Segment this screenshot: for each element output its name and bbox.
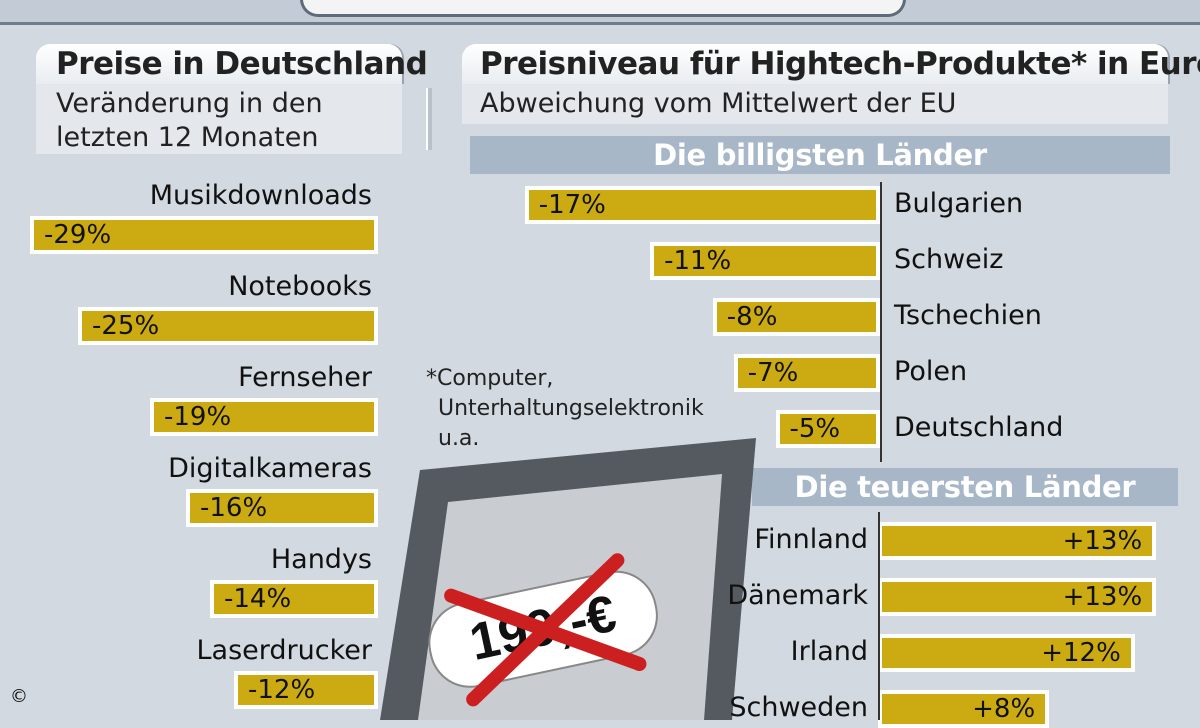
priciest-country-label: Dänemark: [727, 580, 868, 611]
footnote-line-2: Unterhaltungselektronik: [438, 396, 704, 421]
cheapest-country-label: Bulgarien: [894, 188, 1024, 219]
germany-category-label: Notebooks: [228, 271, 372, 302]
right-panel-subtitle: Abweichung vom Mittelwert der EU: [480, 88, 957, 119]
priciest-country-label: Schweden: [729, 692, 868, 723]
cheapest-country-label: Tschechien: [894, 300, 1042, 331]
footnote: *Computer, Unterhaltungselektronik u.a.: [426, 364, 704, 454]
top-banner: [0, 0, 1200, 25]
priciest-bar: +13%: [878, 578, 1157, 616]
price-tag: 199,-€: [428, 553, 658, 707]
copyright-mark: ©: [10, 686, 28, 707]
right-panel-title: Preisniveau für Hightech-Produkte* in Eu…: [480, 46, 1200, 82]
right-panel-header: [462, 44, 1168, 84]
priciest-axis: [878, 512, 880, 720]
germany-category-label: Fernseher: [238, 362, 372, 393]
left-panel-header: [36, 44, 402, 84]
priciest-countries-heading: Die teuersten Länder: [752, 468, 1178, 506]
cheapest-axis: [880, 182, 882, 462]
priciest-country-label: Finnland: [754, 524, 868, 555]
priciest-country-label: Irland: [790, 636, 868, 667]
germany-category-label: Musikdownloads: [149, 180, 372, 211]
germany-category-label: Digitalkameras: [168, 453, 372, 484]
cheapest-country-label: Deutschland: [894, 412, 1064, 443]
germany-category-label: Laserdrucker: [196, 635, 372, 666]
germany-bar: -19%: [150, 398, 378, 436]
cheapest-bar: -11%: [650, 242, 880, 280]
priciest-bar: +13%: [878, 522, 1157, 560]
cheapest-country-label: Polen: [894, 356, 968, 387]
left-panel-subheader: [36, 84, 402, 154]
footnote-line-3: u.a.: [438, 426, 480, 451]
cheapest-bar: -17%: [524, 186, 880, 224]
cross-line-2: [466, 553, 625, 707]
germany-bar: -16%: [186, 489, 378, 527]
germany-bar: -14%: [210, 580, 378, 618]
priciest-bar: +8%: [878, 690, 1050, 728]
germany-bar: -12%: [234, 671, 378, 709]
germany-bar: -25%: [78, 307, 378, 345]
cheapest-countries-heading: Die billigsten Länder: [470, 136, 1170, 174]
left-panel-title: Preise in Deutschland: [56, 46, 428, 82]
cheapest-bar: -8%: [712, 298, 880, 336]
cheapest-bar: -5%: [775, 410, 880, 448]
germany-category-label: Handys: [270, 544, 372, 575]
germany-bar: -29%: [30, 216, 378, 254]
footnote-line-1: *Computer,: [426, 366, 554, 391]
left-panel-subtitle-line-2: letzten 12 Monaten: [56, 122, 319, 153]
priciest-bar: +12%: [878, 634, 1135, 672]
laptop-illustration: 199,-€: [380, 438, 756, 720]
cheapest-bar: -7%: [733, 354, 880, 392]
cheapest-country-label: Schweiz: [894, 244, 1004, 275]
right-panel-subheader: [462, 84, 1168, 124]
panel-divider: [426, 88, 432, 150]
left-panel-subtitle-line-1: Veränderung in den: [56, 88, 323, 119]
banner-tab: [300, 0, 906, 17]
